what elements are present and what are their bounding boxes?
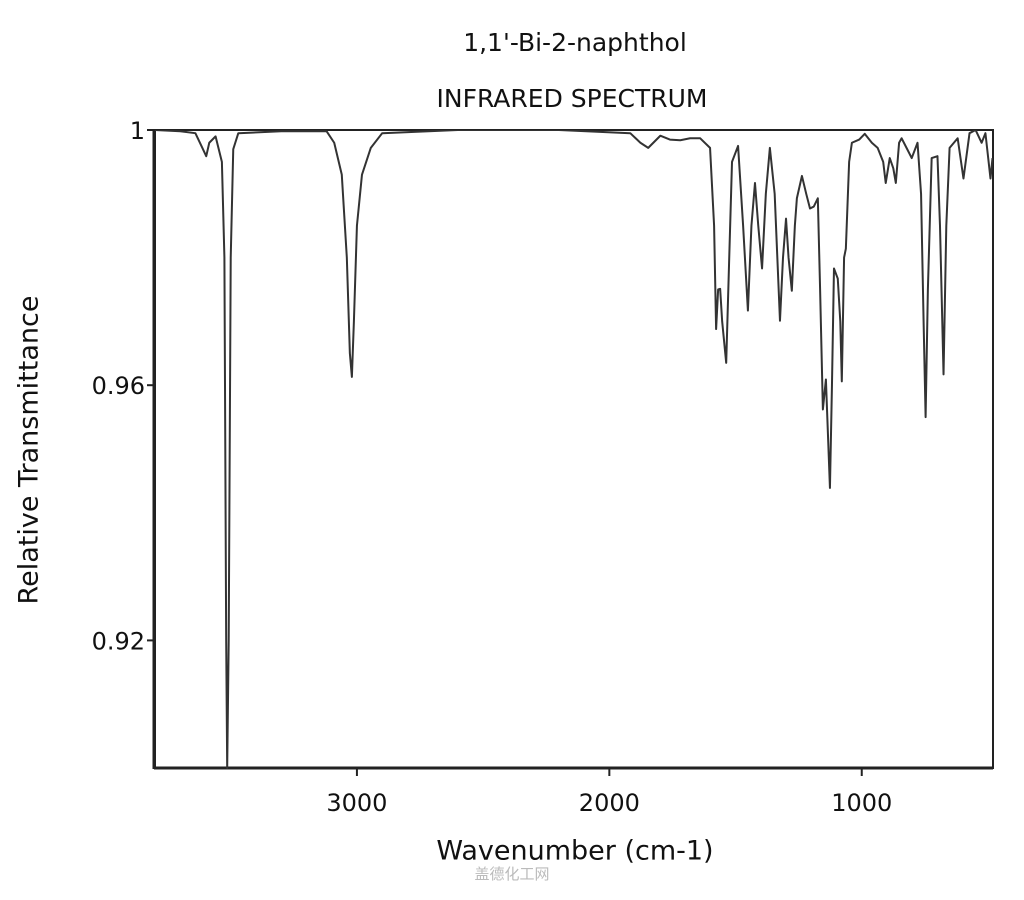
y-tick-label: 1 bbox=[130, 117, 145, 145]
chart-title: 1,1'-Bi-2-naphthol bbox=[463, 28, 687, 57]
chart-subtitle: INFRARED SPECTRUM bbox=[437, 84, 708, 113]
x-tick-label: 2000 bbox=[579, 789, 640, 817]
x-tick-label: 1000 bbox=[831, 789, 892, 817]
plot-frame bbox=[154, 129, 994, 769]
y-tick-label: 0.96 bbox=[92, 372, 145, 400]
spectrum-line bbox=[155, 130, 993, 769]
watermark: 盖德化工网 bbox=[474, 865, 549, 883]
y-axis-label: Relative Transmittance bbox=[14, 296, 45, 605]
x-axis-label: Wavenumber (cm-1) bbox=[436, 836, 713, 867]
x-tick-label: 3000 bbox=[326, 789, 387, 817]
y-tick-label: 0.92 bbox=[92, 627, 145, 655]
